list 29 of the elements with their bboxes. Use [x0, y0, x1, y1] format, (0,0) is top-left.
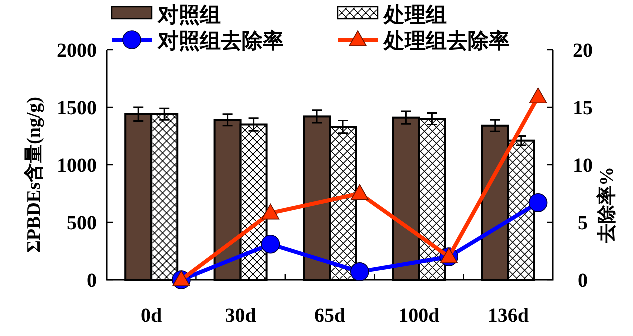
y-tick-label: 1000	[57, 155, 97, 177]
point	[172, 270, 190, 286]
x-tick-label: 65d	[314, 305, 346, 327]
point	[261, 234, 280, 254]
y-tick-label: 2000	[57, 40, 97, 62]
legend-label: 对照组去除率	[157, 29, 284, 53]
point	[440, 248, 458, 264]
point	[350, 262, 370, 282]
x-tick-label: 30d	[225, 305, 256, 327]
y-axis-title: ΣPBDEs含量(ng/g)	[23, 97, 45, 253]
x-tick-label: 136d	[488, 305, 529, 327]
x-tick-label: 0d	[141, 305, 162, 327]
y2-tick-label: 0	[578, 270, 588, 292]
y2-tick-label: 5	[578, 212, 588, 234]
point	[262, 204, 280, 220]
legend-label: 对照组	[157, 3, 221, 27]
point	[351, 184, 369, 200]
point	[529, 88, 548, 104]
x-tick-label: 100d	[398, 305, 440, 327]
point	[528, 194, 548, 212]
y2-tick-label: 10	[573, 155, 593, 177]
y-tick-label: 1500	[57, 98, 97, 120]
y2-axis-title: 去除率%	[596, 167, 618, 244]
legend-label: 处理组	[383, 3, 447, 27]
y-tick-label: 500	[67, 212, 97, 234]
y2-tick-label: 15	[573, 98, 593, 120]
y-tick-label: 0	[87, 270, 97, 292]
legend-label: 处理组去除率	[383, 29, 510, 53]
y2-tick-label: 20	[573, 40, 593, 62]
